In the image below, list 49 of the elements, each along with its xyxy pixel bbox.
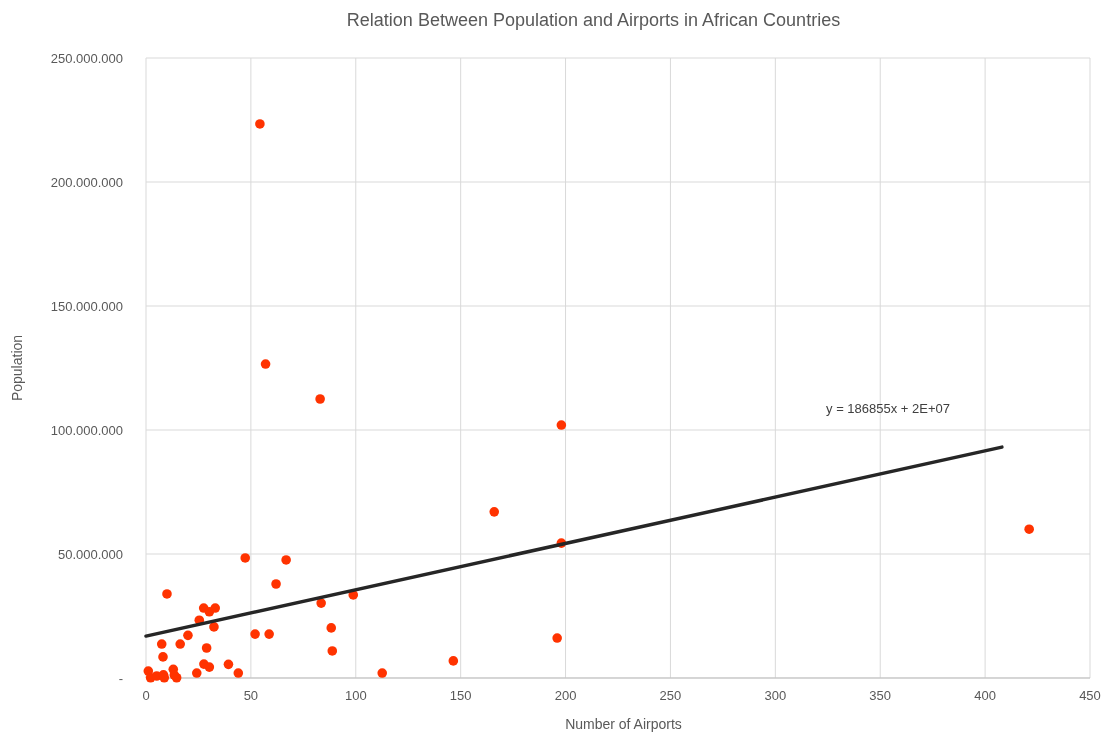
point	[260, 359, 271, 369]
x-tick-label: 450	[1079, 688, 1101, 703]
point	[158, 652, 168, 662]
point	[209, 622, 219, 632]
point	[223, 659, 234, 670]
point	[264, 629, 274, 639]
y-tick-label: 200.000.000	[50, 174, 123, 190]
point	[316, 598, 326, 608]
point	[183, 630, 193, 641]
chart-title: Relation Between Population and Airports in African Countries	[346, 10, 841, 30]
point	[1024, 524, 1034, 534]
point	[255, 119, 265, 129]
point	[281, 555, 291, 565]
y-tick-label: 250.000.000	[50, 50, 123, 66]
x-tick-label: 150	[449, 688, 472, 703]
x-tick-label: 200	[554, 688, 577, 703]
point	[552, 633, 562, 643]
point	[489, 507, 500, 517]
point	[156, 639, 167, 649]
y-tick-label: 150.000.000	[50, 298, 123, 314]
point	[204, 662, 215, 672]
point	[377, 668, 388, 678]
point	[201, 643, 212, 653]
x-tick-label: 0	[142, 688, 150, 703]
point	[210, 603, 221, 613]
point	[240, 553, 251, 563]
point	[326, 623, 337, 633]
point	[556, 420, 567, 430]
x-tick-label: 350	[869, 688, 892, 703]
point	[191, 668, 202, 678]
y-tick-label: 100.000.000	[50, 422, 123, 438]
x-tick-label: 250	[659, 688, 682, 703]
y-tick-label: -	[118, 670, 123, 686]
point	[315, 394, 325, 404]
y-tick-label: 50.000.000	[57, 546, 123, 562]
point	[250, 629, 260, 639]
point	[448, 656, 459, 666]
x-tick-label: 400	[974, 688, 996, 703]
x-axis-title: Number of Airports	[565, 716, 682, 732]
x-tick-label: 300	[764, 688, 787, 703]
point	[162, 589, 172, 599]
point	[327, 646, 338, 656]
x-tick-label: 100	[344, 688, 367, 703]
x-tick-label: 50	[243, 688, 259, 703]
y-axis-title: Population	[9, 334, 25, 402]
annotation: y = 186855x + 2E+07	[826, 400, 950, 416]
point	[175, 639, 185, 649]
point	[233, 668, 244, 678]
point	[271, 579, 281, 589]
